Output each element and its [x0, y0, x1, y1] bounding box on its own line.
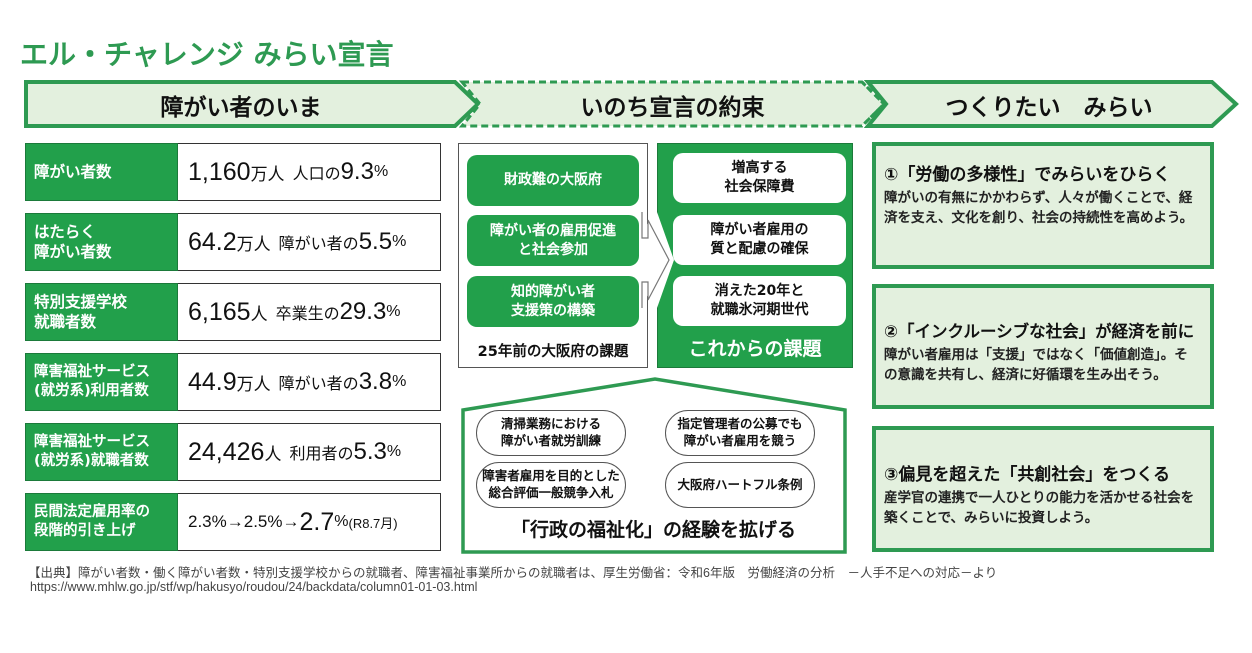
vision-box-3: ③偏見を超えた「共創社会」をつくる 産学官の連携で一人ひとりの能力を活かせる社会… — [872, 426, 1214, 552]
house-caption: 「行政の福祉化」の経験を拡げる — [510, 519, 796, 541]
initiative-pill: 大阪府ハートフル条例 — [665, 462, 815, 508]
stat-value: 44.9 万人 障がい者の 3.8% — [178, 353, 441, 411]
vision-title: ②「インクルーシブな社会」が経済を前に — [884, 322, 1195, 341]
footer-source: 【出典】障がい者数・働く障がい者数・特別支援学校からの就職者、障害福祉事業所から… — [28, 566, 998, 580]
vision-title: ①「労働の多様性」でみらいをひらく — [884, 165, 1171, 185]
stat-label: 障害福祉サービス (就労系)利用者数 — [25, 353, 178, 411]
future-issue-item: 消えた20年と 就職氷河期世代 — [673, 276, 846, 326]
stat-row-welfare-users: 障害福祉サービス (就労系)利用者数 44.9 万人 障がい者の 3.8% — [25, 353, 441, 411]
vision-box-2: ②「インクルーシブな社会」が経済を前に 障がい者雇用は「支援」ではなく「価値創造… — [872, 284, 1214, 409]
stat-value: 24,426 人 利用者の 5.3% — [178, 423, 441, 481]
header-segment-promise: いのち宣言の約束 — [580, 95, 765, 121]
stat-row-working-disabled: はたらく 障がい者数 64.2 万人 障がい者の 5.5% — [25, 213, 441, 271]
stat-value: 1,160 万人 人口の 9.3% — [178, 143, 441, 201]
past-issue-item: 財政難の大阪府 — [467, 155, 639, 206]
footer-url-link[interactable]: https://www.mhlw.go.jp/stf/wp/hakusyo/ro… — [30, 580, 478, 594]
stat-label: 障害福祉サービス (就労系)就職者数 — [25, 423, 178, 481]
vision-body: 障がいの有無にかかわらず、人々が働くことで、経済を支え、文化を創り、社会の持続性… — [884, 190, 1194, 226]
page-title: エル・チャレンジ みらい宣言 — [20, 38, 394, 71]
header-segment-future: つくりたい みらい — [945, 95, 1153, 121]
stat-row-welfare-employment: 障害福祉サービス (就労系)就職者数 24,426 人 利用者の 5.3% — [25, 423, 441, 481]
stat-row-employment-rate: 民間法定雇用率の 段階的引き上げ 2.3%→2.5%→ 2.7% (R8.7月) — [25, 493, 441, 551]
future-issues-caption: これからの課題 — [688, 338, 822, 360]
past-issues-caption: 25年前の大阪府の課題 — [477, 344, 629, 360]
stat-value: 2.3%→2.5%→ 2.7% (R8.7月) — [178, 493, 441, 551]
past-issue-item: 障がい者の雇用促進 と社会参加 — [467, 215, 639, 266]
initiative-pill: 指定管理者の公募でも 障がい者雇用を競う — [665, 410, 815, 456]
past-issue-item: 知的障がい者 支援策の構築 — [467, 276, 639, 327]
initiative-pill: 清掃業務における 障がい者就労訓練 — [476, 410, 626, 456]
stat-label: 民間法定雇用率の 段階的引き上げ — [25, 493, 178, 551]
initiative-pill: 障害者雇用を目的とした 総合評価一般競争入札 — [476, 462, 626, 508]
vision-box-1: ①「労働の多様性」でみらいをひらく 障がいの有無にかかわらず、人々が働くことで、… — [872, 142, 1214, 269]
stat-value: 64.2 万人 障がい者の 5.5% — [178, 213, 441, 271]
vision-title: ③偏見を超えた「共創社会」をつくる — [884, 465, 1171, 485]
stat-label: 障がい者数 — [25, 143, 178, 201]
vision-body: 障がい者雇用は「支援」ではなく「価値創造」。その意識を共有し、経済に好循環を生み… — [884, 347, 1188, 383]
header-chevron-bar — [24, 80, 1239, 128]
stat-row-disabled-population: 障がい者数 1,160 万人 人口の 9.3% — [25, 143, 441, 201]
stat-label: はたらく 障がい者数 — [25, 213, 178, 271]
stat-row-special-school-employment: 特別支援学校 就職者数 6,165 人 卒業生の 29.3% — [25, 283, 441, 341]
future-issue-item: 増高する 社会保障費 — [673, 153, 846, 203]
future-issue-item: 障がい者雇用の 質と配慮の確保 — [673, 215, 846, 265]
stat-label: 特別支援学校 就職者数 — [25, 283, 178, 341]
header-segment-now: 障がい者のいま — [160, 95, 322, 121]
vision-body: 産学官の連携で一人ひとりの能力を活かせる社会を築くことで、みらいに投資しよう。 — [884, 490, 1195, 526]
stat-value: 6,165 人 卒業生の 29.3% — [178, 283, 441, 341]
arrow-connector-icon — [640, 212, 674, 308]
